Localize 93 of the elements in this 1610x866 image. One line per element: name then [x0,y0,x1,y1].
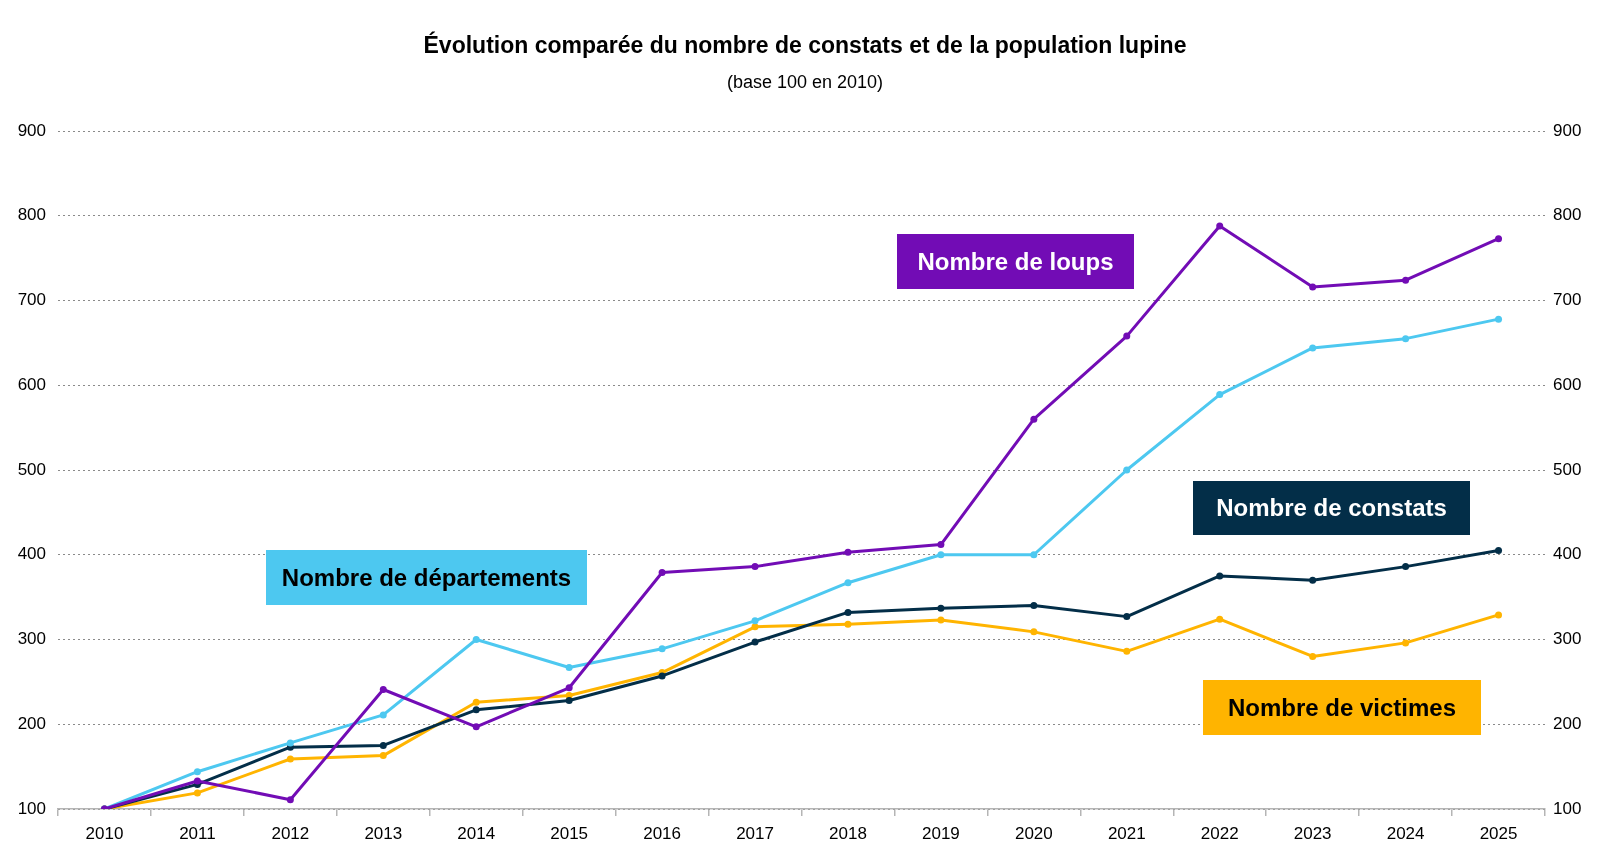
point [1123,466,1131,474]
y-tick-label: 500 [17,459,46,479]
point [565,663,573,671]
y-tick-label: 300 [17,629,46,649]
point [1309,344,1317,352]
point [844,620,852,628]
x-tick-label: 2024 [1386,823,1425,843]
point [472,636,480,643]
x-tick-label: 2021 [1107,823,1146,843]
x-tick-label: 2012 [271,823,310,843]
point [1402,276,1410,284]
x-tick-label: 2017 [736,823,774,843]
y2-tick-label: 900 [1553,120,1582,140]
point [1216,222,1224,230]
point [937,604,945,612]
point [1402,639,1410,647]
point [286,796,294,804]
y-tick-label: 400 [17,544,46,564]
point [1402,335,1410,343]
point [286,755,294,763]
point [565,697,573,705]
y2-tick-label: 500 [1553,459,1582,479]
point [1030,602,1038,610]
y-tick-label: 200 [17,713,46,733]
y2-tick-label: 800 [1553,205,1582,225]
point [379,741,387,749]
point [1309,283,1317,291]
point [1216,615,1224,623]
text: Nombre de victimes [1227,693,1457,722]
point [751,638,759,646]
y2-tick-label: 200 [1553,713,1582,733]
text: Nombre de loups [917,247,1114,276]
point [1495,315,1503,323]
point [844,548,852,556]
point [751,563,759,571]
point [1030,628,1038,636]
point [286,739,294,747]
point [937,616,945,624]
point [193,768,201,776]
point [658,645,666,653]
series-label: Nombre de constats [1216,494,1447,522]
y-tick-label: 800 [17,205,46,225]
point [1123,613,1131,621]
point [379,752,387,760]
text: Nombre de départements [281,563,572,592]
x-tick-label: 2015 [550,823,589,843]
y2-tick-label: 100 [1553,798,1582,818]
y-tick-label: 900 [17,120,46,140]
point [565,684,573,692]
point [1123,332,1131,340]
point [1495,547,1503,555]
point [1030,551,1038,559]
point [751,617,759,625]
y2-tick-label: 300 [1553,629,1582,649]
y2-tick-label: 600 [1553,374,1582,394]
x-tick-label: 2011 [179,823,216,843]
chart-title: Évolution comparée du nombre de constats et de la population lupine [422,30,1188,60]
point [1123,647,1131,655]
x-tick-label: 2016 [643,823,682,843]
x-tick-label: 2013 [364,823,403,843]
x-tick-label: 2022 [1200,823,1239,843]
point [1309,652,1317,660]
x-tick-label: 2025 [1479,823,1518,843]
point [1309,576,1317,584]
point [1216,572,1224,580]
point [1495,235,1503,243]
point [1402,563,1410,571]
x-tick-label: 2010 [85,823,124,843]
chart-subtitle: (base 100 en 2010) [725,71,885,94]
point [193,789,201,797]
x-tick-label: 2019 [921,823,960,843]
point [1495,611,1503,619]
x-tick-label: 2023 [1293,823,1332,843]
point [472,723,480,731]
y-tick-label: 100 [17,798,46,818]
point [472,698,480,706]
x-tick-label: 2018 [829,823,867,843]
point [379,711,387,719]
point [379,686,387,693]
y-tick-label: 600 [17,374,46,394]
x-tick-label: 2014 [457,823,496,843]
x-tick-label: 2020 [1014,823,1053,843]
point [1216,391,1224,399]
point [658,569,666,577]
point [1030,415,1038,423]
point [937,551,945,559]
y2-tick-label: 700 [1553,290,1582,310]
point [844,579,852,587]
point [937,541,945,549]
point [844,608,852,616]
point [472,706,480,714]
y-tick-label: 700 [17,290,46,310]
y2-tick-label: 400 [1553,544,1582,564]
